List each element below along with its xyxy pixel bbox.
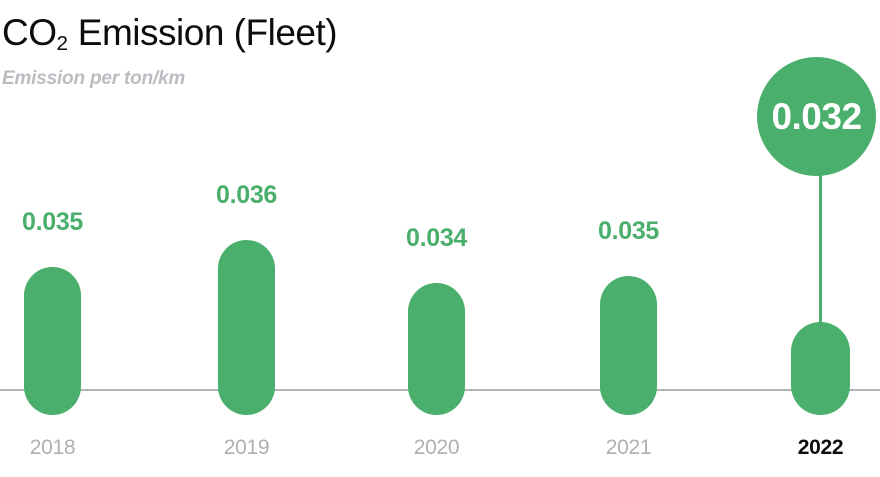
bar-value-2021: 0.035 bbox=[597, 217, 660, 245]
chart-title-subscript: 2 bbox=[56, 32, 69, 56]
bar-2019[interactable] bbox=[218, 240, 275, 415]
chart-title-main: CO bbox=[2, 12, 57, 53]
bar-value-2020: 0.034 bbox=[405, 224, 468, 252]
chart-title-rest: Emission (Fleet) bbox=[68, 12, 338, 53]
bar-value-2018: 0.035 bbox=[21, 208, 84, 236]
bar-2020[interactable] bbox=[408, 283, 465, 415]
bubble-value-2022: 0.032 bbox=[771, 96, 862, 137]
bar-group-2018: 0.035 2018 bbox=[0, 0, 105, 477]
year-label-2022: 2022 bbox=[797, 436, 844, 459]
bar-2022[interactable] bbox=[791, 322, 850, 415]
year-label-2021: 2021 bbox=[605, 436, 652, 459]
year-label-2020: 2020 bbox=[413, 436, 460, 459]
bubble-connector-line bbox=[819, 170, 822, 325]
year-label-2018: 2018 bbox=[29, 436, 76, 459]
bar-2018[interactable] bbox=[24, 267, 81, 415]
chart-subtitle: Emission per ton/km bbox=[2, 68, 186, 89]
page-title: CO2 Emission (Fleet) bbox=[2, 12, 338, 56]
highlight-bubble-2022[interactable]: 0.032 bbox=[757, 57, 876, 176]
bar-2021[interactable] bbox=[600, 276, 657, 415]
bar-value-2019: 0.036 bbox=[215, 181, 278, 209]
year-label-2019: 2019 bbox=[223, 436, 270, 459]
